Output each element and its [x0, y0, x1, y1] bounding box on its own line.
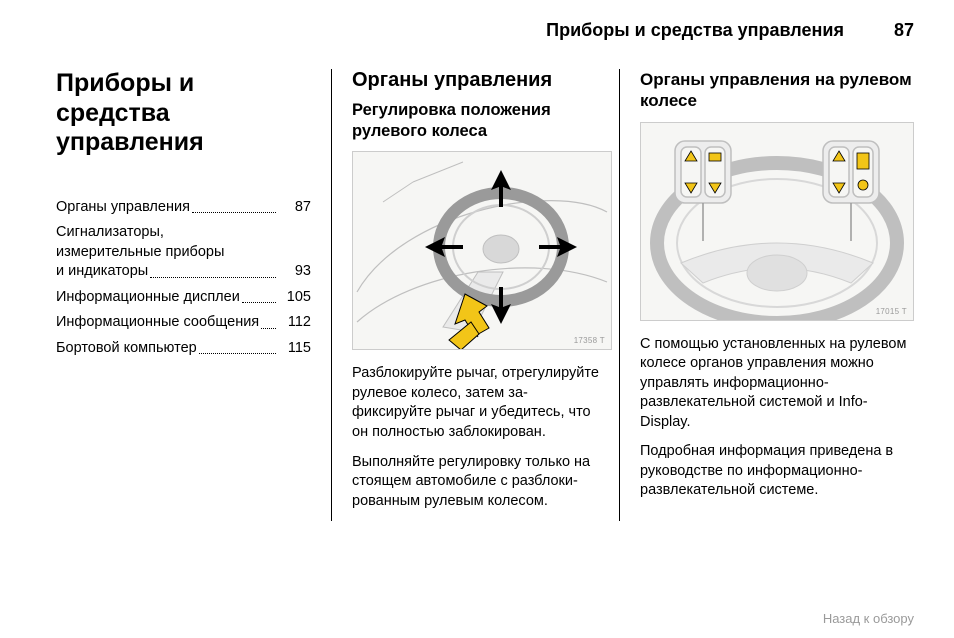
- col2-subheading: Регулировка положения рулевого колеса: [352, 100, 599, 141]
- page-number: 87: [894, 20, 914, 41]
- toc-text: Информационные сообщения: [56, 313, 259, 333]
- toc-leader: [199, 353, 276, 354]
- running-header-title: Приборы и средства управления: [546, 20, 844, 41]
- col3-paragraph-2: Подробная информация приве­дена в руково…: [640, 442, 914, 501]
- toc-page: 112: [279, 313, 311, 333]
- toc-text: Органы управления: [56, 198, 190, 218]
- column-3: Органы управления на рулевом колесе: [619, 69, 914, 521]
- steering-adjust-icon: [353, 152, 611, 349]
- toc-leader: [242, 302, 276, 303]
- col3-subheading: Органы управления на рулевом колесе: [640, 69, 914, 112]
- toc-entry[interactable]: Сигнализаторы,измерительные приборыи инд…: [56, 223, 311, 282]
- col2-paragraph-1: Разблокируйте рычаг, отрегули­руйте руле…: [352, 364, 599, 442]
- toc-text: Сигнализаторы,: [56, 223, 164, 243]
- toc-page: 115: [279, 339, 311, 359]
- toc-page: 87: [279, 198, 311, 218]
- toc-leader: [192, 212, 276, 213]
- chapter-title: Приборы и средства управления: [56, 69, 311, 158]
- toc-page: 105: [279, 288, 311, 308]
- running-header: Приборы и средства управления 87: [56, 20, 914, 41]
- wheel-controls-icon: [641, 123, 913, 320]
- toc-text: измерительные приборы: [56, 243, 224, 263]
- toc-entry[interactable]: Органы управления 87: [56, 198, 311, 218]
- toc-text: Бортовой компьютер: [56, 339, 197, 359]
- figure-code: 17015 T: [876, 307, 907, 316]
- wheel-controls-figure: 17015 T: [640, 122, 914, 321]
- toc-page: 93: [279, 262, 311, 282]
- column-1: Приборы и средства управления Органы упр…: [56, 69, 331, 521]
- col2-heading: Органы управления: [352, 69, 599, 92]
- back-to-overview-link[interactable]: Назад к обзору: [823, 611, 914, 626]
- toc-leader: [150, 277, 276, 278]
- toc-entry[interactable]: Информационные сообщения 112: [56, 313, 311, 333]
- toc: Органы управления 87 Сигнализаторы,измерит…: [56, 198, 311, 359]
- page: Приборы и средства управления 87 Приборы…: [0, 0, 954, 638]
- steering-adjust-figure: 17358 T: [352, 151, 612, 350]
- toc-text: и индикаторы: [56, 262, 148, 282]
- toc-entry[interactable]: Информационные дисплеи 105: [56, 288, 311, 308]
- col2-paragraph-2: Выполняйте регулировку только на стоящем…: [352, 453, 599, 512]
- toc-entry[interactable]: Бортовой компьютер 115: [56, 339, 311, 359]
- columns: Приборы и средства управления Органы упр…: [56, 69, 914, 521]
- col3-paragraph-1: С помощью установленных на ру­левом коле…: [640, 335, 914, 433]
- toc-text: Информационные дисплеи: [56, 288, 240, 308]
- toc-leader: [261, 328, 276, 329]
- column-2: Органы управления Регулировка положения …: [331, 69, 619, 521]
- figure-code: 17358 T: [574, 336, 605, 345]
